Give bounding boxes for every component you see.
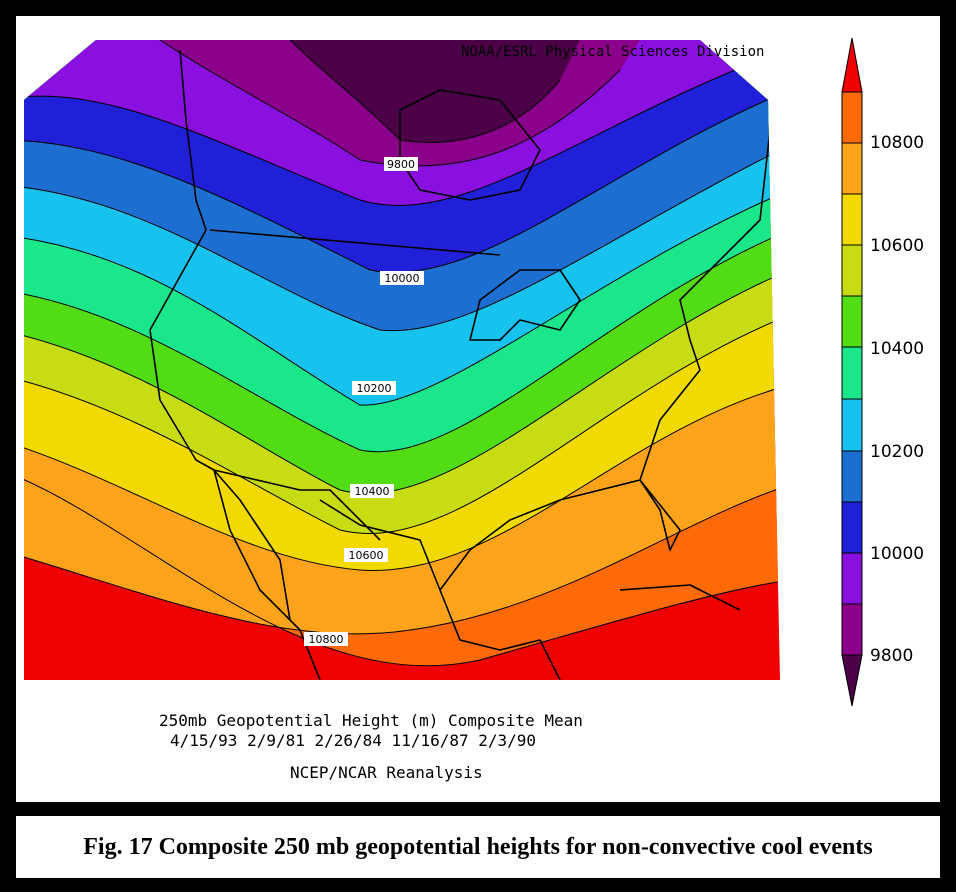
contour-label-10400: 10400 — [350, 484, 394, 498]
svg-text:9800: 9800 — [387, 158, 415, 171]
figure-caption: Fig. 17 Composite 250 mb geopotential he… — [83, 833, 873, 860]
credit-text: NOAA/ESRL Physical Sciences Division — [461, 44, 765, 60]
baja-peninsula — [213, 469, 291, 621]
canada-us-border — [209, 229, 501, 256]
colorbar-label: 10400 — [870, 339, 925, 359]
contour-label-9800: 9800 — [384, 157, 418, 171]
us-mexico-border — [213, 469, 381, 541]
colorbar-bottom-arrow — [841, 654, 863, 707]
gulf-coast-north — [439, 129, 771, 591]
colorbar-segment — [841, 244, 863, 297]
svg-text:10400: 10400 — [355, 485, 390, 498]
great-lakes — [469, 269, 581, 341]
svg-text:10200: 10200 — [357, 382, 392, 395]
cuba — [619, 584, 741, 611]
subtitle-line-3: NCEP/NCAR Reanalysis — [290, 763, 483, 782]
band — [290, 40, 580, 143]
contour-bands — [24, 40, 780, 680]
colorbar-segment — [841, 450, 863, 503]
caption-box: Fig. 17 Composite 250 mb geopotential he… — [16, 816, 940, 878]
north-america-outline — [149, 49, 321, 680]
gulf-coast — [319, 499, 561, 680]
colorbar-label: 10200 — [870, 442, 925, 462]
colorbar-segment — [841, 603, 863, 656]
colorbar-segment — [841, 91, 863, 144]
colorbar — [841, 37, 863, 707]
colorbar-segment — [841, 193, 863, 246]
colorbar-segment — [841, 142, 863, 195]
colorbar-segment — [841, 398, 863, 452]
colorbar-segment — [841, 346, 863, 400]
colorbar-label: 9800 — [870, 646, 914, 666]
contour-labels: 9800 10000 10200 10400 10600 10800 — [304, 157, 424, 646]
height-map: 9800 10000 10200 10400 10600 10800 — [24, 37, 863, 707]
colorbar-top-arrow — [841, 37, 863, 93]
svg-text:10800: 10800 — [309, 633, 344, 646]
colorbar-segment — [841, 501, 863, 554]
colorbar-label: 10000 — [870, 544, 925, 564]
svg-text:10600: 10600 — [349, 549, 384, 562]
subtitle-line-1: 250mb Geopotential Height (m) Composite … — [159, 711, 583, 730]
colorbar-segment — [841, 295, 863, 348]
figure-panel: 9800 10000 10200 10400 10600 10800 — [16, 16, 940, 802]
subtitle-line-2: 4/15/93 2/9/81 2/26/84 11/16/87 2/3/90 — [170, 731, 537, 750]
contour-label-10800: 10800 — [304, 632, 348, 646]
svg-text:10000: 10000 — [385, 272, 420, 285]
contour-label-10600: 10600 — [344, 548, 388, 562]
colorbar-segment — [841, 552, 863, 605]
colorbar-label: 10800 — [870, 133, 925, 153]
contour-label-10000: 10000 — [380, 271, 424, 285]
colorbar-label: 10600 — [870, 236, 925, 256]
contour-label-10200: 10200 — [352, 381, 396, 395]
